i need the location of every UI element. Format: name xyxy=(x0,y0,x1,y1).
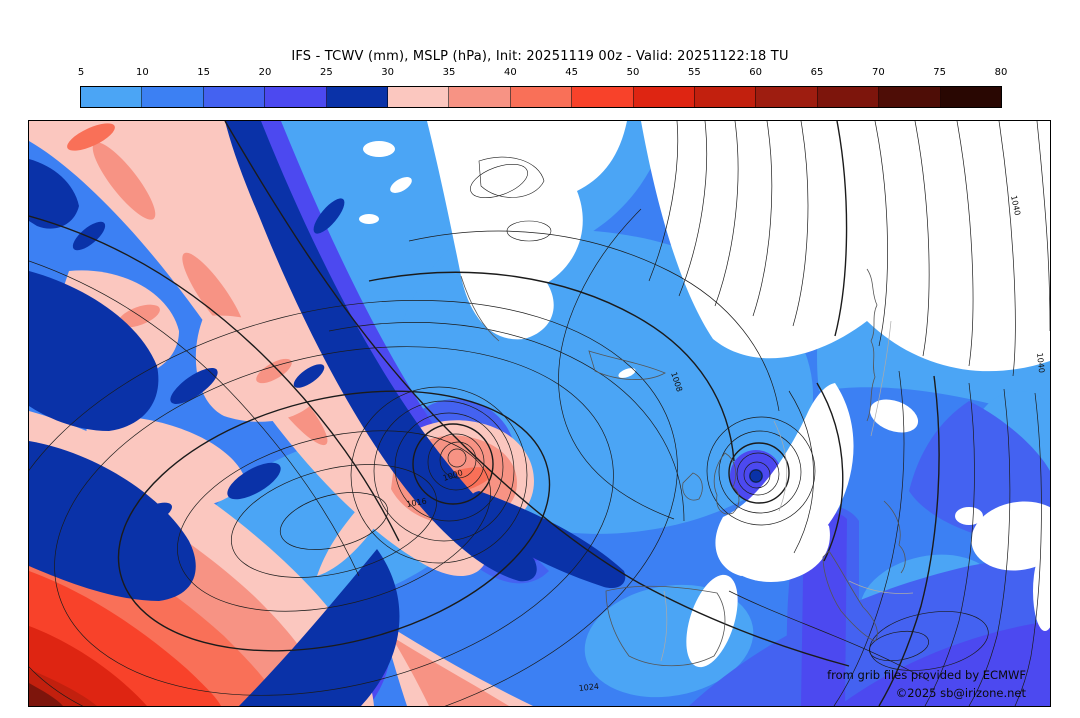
colorbar-cell xyxy=(510,87,573,107)
colorbar-swatches xyxy=(80,86,1002,108)
isobar-lines xyxy=(29,121,1050,706)
colorbar-tick: 55 xyxy=(687,67,701,78)
contour-labels: 1000 1016 1024 1040 1040 1008 xyxy=(406,195,1046,693)
tcwv-band-25-30 xyxy=(29,121,763,706)
colorbar-tick: 45 xyxy=(565,67,579,78)
colorbar-tick: 80 xyxy=(994,67,1008,78)
weather-map-canvas: 1000 1016 1024 1040 1040 1008 xyxy=(29,121,1050,706)
colorbar-cell xyxy=(695,87,757,107)
colorbar-tick: 35 xyxy=(442,67,456,78)
colorbar-cell xyxy=(326,87,389,107)
colorbar-cell xyxy=(572,87,634,107)
colorbar-cell xyxy=(817,87,880,107)
colorbar-tick: 5 xyxy=(77,67,85,78)
colorbar-tick: 70 xyxy=(871,67,885,78)
colorbar-cell xyxy=(756,87,818,107)
colorbar-cell xyxy=(879,87,941,107)
colorbar-cell xyxy=(81,87,143,107)
contour-label: 1016 xyxy=(406,497,428,509)
colorbar-cell xyxy=(142,87,204,107)
colorbar-tick: 20 xyxy=(258,67,272,78)
colorbar-tick: 60 xyxy=(749,67,763,78)
attribution-copyright: ©2025 sb@irizone.net xyxy=(895,686,1026,700)
tcwv-dry-regions xyxy=(359,121,1050,668)
map-frame: from grib files provided by ECMWF ©2025 … xyxy=(28,120,1051,707)
colorbar-tick: 65 xyxy=(810,67,824,78)
chart-title: IFS - TCWV (mm), MSLP (hPa), Init: 20251… xyxy=(291,49,789,64)
colorbar-cell xyxy=(388,87,450,107)
contour-label: 1024 xyxy=(578,682,599,693)
colorbar-ticks: 5 10 15 20 25 30 35 40 45 50 55 60 65 70 75 80 xyxy=(77,67,1008,81)
colorbar-cell xyxy=(265,87,327,107)
contour-label: 1040 xyxy=(1009,195,1022,217)
colorbar-cell xyxy=(449,87,511,107)
colorbar-tick: 30 xyxy=(381,67,395,78)
colorbar-tick: 40 xyxy=(503,67,517,78)
colorbar-tick: 10 xyxy=(135,67,149,78)
colorbar-cell xyxy=(940,87,1002,107)
colorbar-tick: 75 xyxy=(933,67,947,78)
country-borders xyxy=(660,320,914,662)
attribution-ecmwf: from grib files provided by ECMWF xyxy=(827,668,1026,682)
colorbar-cell xyxy=(633,87,696,107)
colorbar-tick: 15 xyxy=(197,67,211,78)
contour-label: 1040 xyxy=(1035,352,1046,373)
colorbar-cell xyxy=(203,87,266,107)
colorbar-tick: 25 xyxy=(319,67,333,78)
colorbar-tick: 50 xyxy=(626,67,640,78)
coastlines xyxy=(460,268,906,667)
